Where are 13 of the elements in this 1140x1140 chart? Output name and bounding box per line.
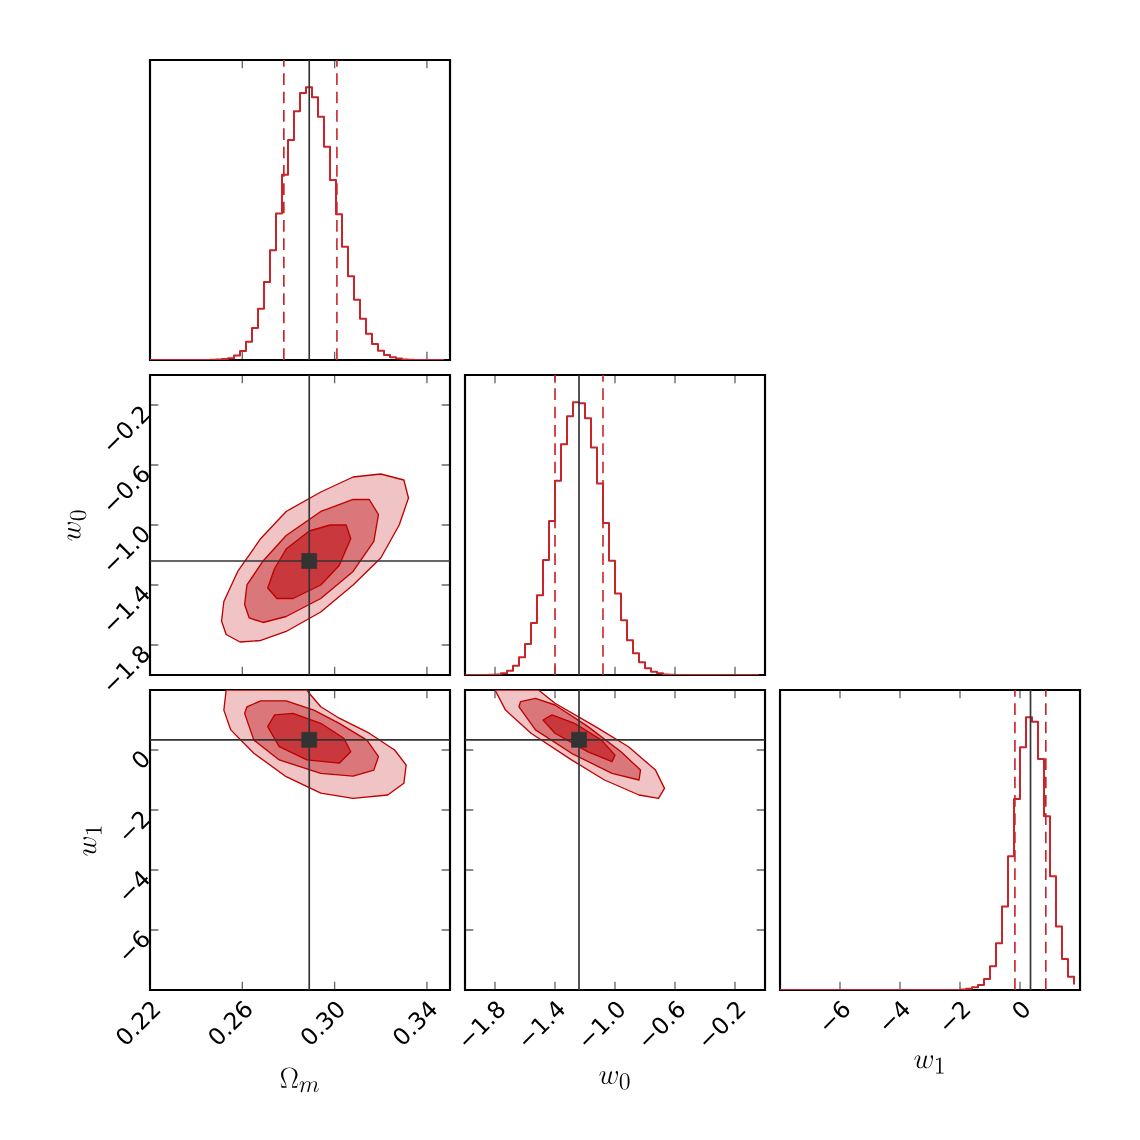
y-tick-label: −2 xyxy=(123,811,151,839)
x-axis-title: $w_0$ xyxy=(599,1070,630,1090)
y-axis-title: $w_1$ xyxy=(83,826,102,856)
y-tick-label: −6 xyxy=(123,930,149,959)
y-tick-label: 0 xyxy=(132,751,149,768)
x-axis-title: $\Omega_m$ xyxy=(280,1067,319,1093)
x-tick-label: −2 xyxy=(943,1002,971,1029)
x-tick-label: −4 xyxy=(883,1000,910,1029)
x-tick-label: −6 xyxy=(823,1000,850,1029)
x-tick-label: 0 xyxy=(1013,1001,1029,1018)
x-axis-title: $w_1$ xyxy=(914,1055,944,1074)
y-tick-label: −4 xyxy=(123,870,150,899)
y-axis-title: $w_0$ xyxy=(67,510,87,541)
